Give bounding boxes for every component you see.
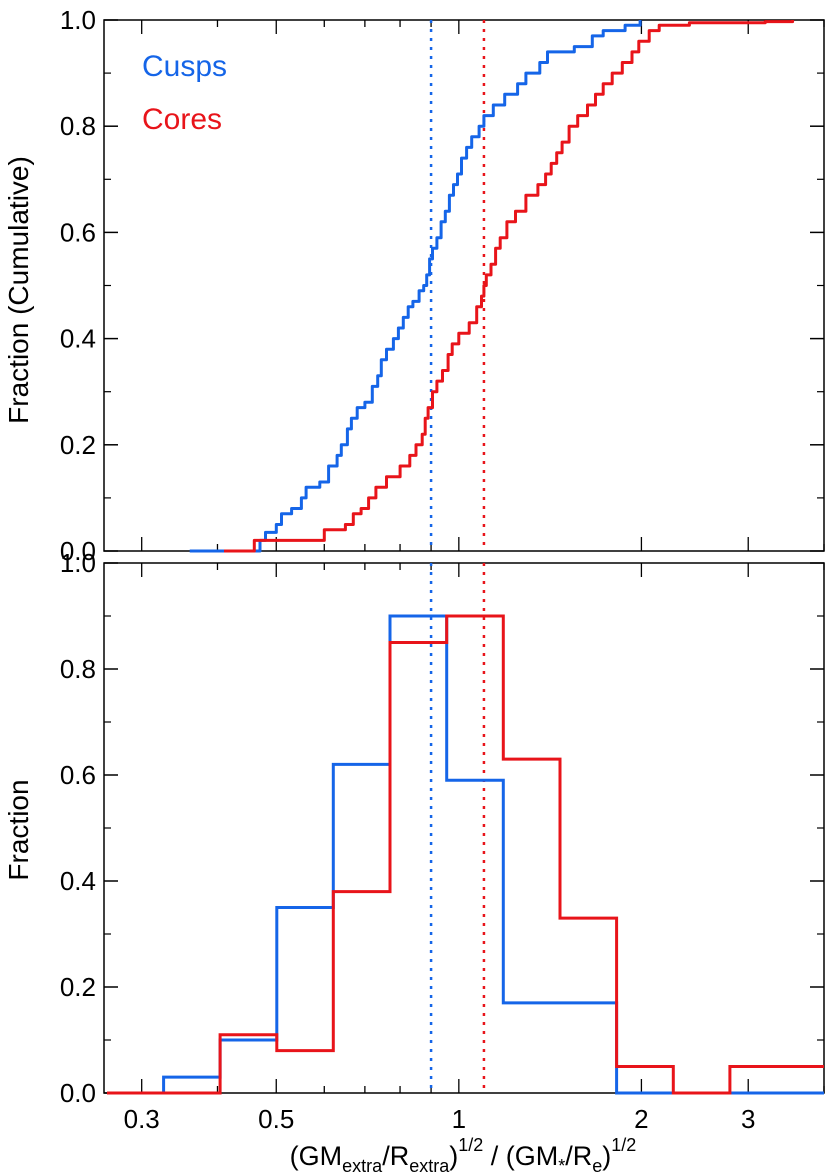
y-tick-label: 0.8 [60,654,96,684]
histogram-panel: 0.0 0.2 0.4 0.6 0.8 1.0 0.3 0.5 1 2 3 [60,548,825,1134]
y-tick-label: 0.2 [60,972,96,1002]
y-tick-label: 0.4 [60,324,96,354]
y-tick-label: 0.2 [60,430,96,460]
y-tick-label: 1.0 [60,5,96,35]
legend-cusps: Cusps [142,50,227,83]
y-tick-label: 0.0 [60,536,96,566]
x-tick-label: 2 [634,1104,648,1134]
top-ylabel: Fraction (Cumulative) [3,156,34,424]
y-tick-label: 0.4 [60,866,96,896]
y-tick-label: 1.0 [60,548,96,578]
y-tick-label: 0.6 [60,760,96,790]
y-tick-label: 0.8 [60,111,96,141]
cumulative-line-cusps [189,20,642,553]
bottom-xlabel: (GMextra/Rextra)1/2 / (GM*/Re)1/2 [290,1135,637,1175]
cumulative-panel: 0.0 0.2 0.4 0.6 0.8 1.0 [60,5,825,566]
histogram-cusps [107,614,824,1095]
cumulative-line-cores [224,20,795,553]
x-tick-label: 3 [741,1104,755,1134]
y-tick-label: 0.6 [60,217,96,247]
legend-cores: Cores [142,103,222,136]
plot-frame [103,562,825,1094]
bottom-ylabel: Fraction [3,779,34,880]
x-tick-label: 0.5 [258,1104,294,1134]
x-tick-label: 0.3 [124,1104,160,1134]
x-tick-label: 1 [452,1104,466,1134]
histogram-cores [107,614,824,1095]
y-tick-label: 0.0 [60,1078,96,1108]
plot-frame [103,19,825,552]
